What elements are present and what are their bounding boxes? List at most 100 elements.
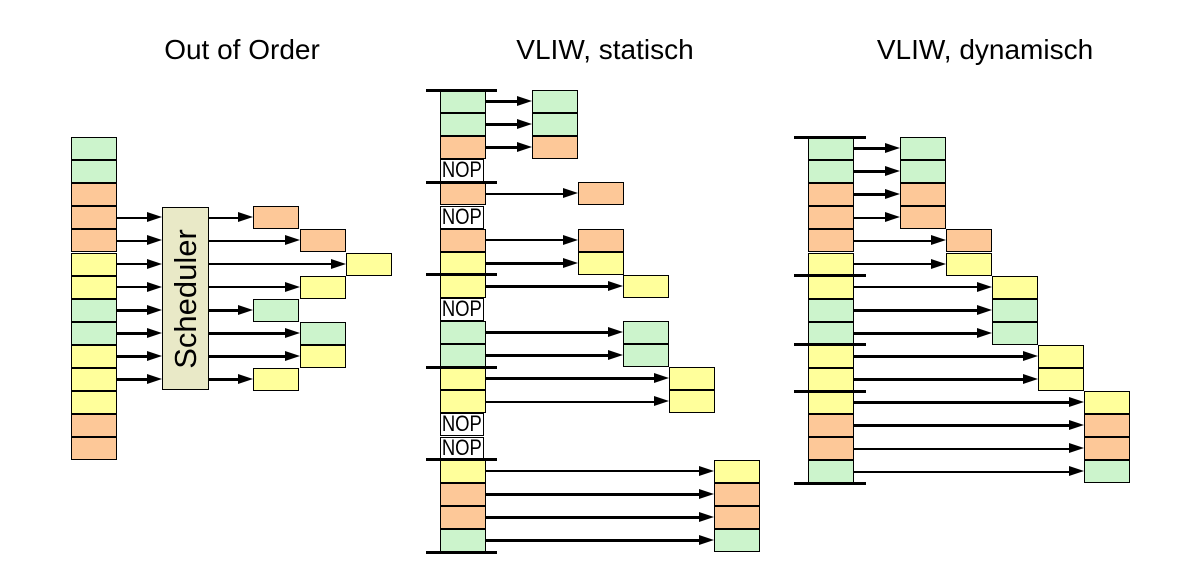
execution-slot-box — [668, 367, 715, 391]
execution-slot-box — [623, 321, 669, 345]
instruction-box-orange — [808, 414, 854, 438]
instruction-box-yellow — [71, 275, 117, 299]
arrowhead-icon — [931, 258, 946, 269]
arrow-shaft — [209, 262, 333, 266]
bundle-separator-line — [794, 482, 866, 485]
arrowhead-icon — [699, 511, 714, 522]
instruction-box-green — [440, 90, 486, 114]
instruction-box-orange — [440, 228, 486, 252]
arrow-shaft — [209, 216, 240, 220]
nop-box: NOP — [440, 297, 484, 321]
instruction-box-orange — [808, 183, 854, 207]
instruction-box-orange — [808, 229, 854, 253]
arrowhead-icon — [977, 327, 992, 338]
arrowhead-icon — [562, 188, 578, 199]
instruction-box-yellow — [440, 367, 486, 391]
nop-box: NOP — [440, 413, 484, 437]
instruction-box-green — [808, 321, 854, 345]
arrow-shaft — [486, 123, 519, 126]
arrow-shaft — [486, 146, 519, 150]
panel-title-vliw-dynamic: VLIW, dynamisch — [876, 34, 1094, 65]
nop-label: NOP — [441, 413, 482, 437]
execution-slot-box — [1038, 368, 1084, 392]
arrow-shaft — [209, 308, 240, 312]
arrow-shaft — [117, 308, 149, 312]
dispatch-arrow — [117, 350, 162, 362]
arrowhead-icon — [1023, 374, 1038, 385]
arrowhead-icon — [147, 212, 162, 223]
instruction-box-green — [440, 344, 486, 368]
panel-title-out-of-order: Out of Order — [164, 34, 320, 65]
arrow-shaft — [486, 492, 701, 496]
arrow-shaft — [486, 354, 610, 357]
nop-label: NOP — [441, 159, 482, 183]
arrow-shaft — [854, 355, 1025, 358]
dispatch-arrow — [117, 281, 162, 293]
issue-arrow — [486, 350, 623, 361]
issue-arrow — [209, 281, 300, 293]
execution-slot-box — [714, 528, 760, 552]
arrowhead-icon — [284, 235, 300, 246]
instruction-box-yellow — [440, 459, 486, 483]
issue-arrow — [209, 258, 346, 270]
instruction-box-yellow — [808, 368, 854, 392]
arrow-shaft — [117, 239, 149, 243]
bundle-separator-line — [426, 550, 497, 554]
arrow-shaft — [486, 285, 610, 288]
arrowhead-icon — [977, 281, 992, 292]
execution-slot-box — [299, 344, 346, 368]
arrow-shaft — [209, 332, 287, 335]
execution-slot-box — [253, 206, 299, 230]
instruction-box-yellow — [808, 275, 854, 299]
execution-slot-box — [623, 344, 669, 368]
issue-arrow — [209, 350, 300, 362]
instruction-box-orange — [71, 229, 117, 253]
execution-slot-box — [299, 275, 346, 299]
execution-slot-box — [346, 252, 392, 276]
dispatch-arrow — [117, 258, 162, 270]
instruction-box-orange — [440, 136, 486, 160]
arrow-shaft — [486, 331, 610, 334]
issue-arrow — [486, 465, 714, 477]
execution-slot-box — [946, 229, 992, 253]
dispatch-arrow — [117, 235, 162, 246]
execution-slot-box — [623, 274, 669, 298]
scheduler-box: Scheduler — [162, 207, 209, 390]
arrow-shaft — [209, 355, 287, 358]
arrow-shaft — [854, 147, 887, 150]
arrowhead-icon — [517, 119, 532, 130]
execution-slot-box — [992, 298, 1038, 322]
arrow-shaft — [117, 378, 149, 381]
instruction-box-yellow — [71, 344, 117, 368]
nop-box: NOP — [440, 159, 484, 183]
bundle-separator-line — [794, 135, 866, 139]
arrowhead-icon — [238, 212, 253, 223]
arrowhead-icon — [147, 374, 162, 385]
arrow-shaft — [854, 285, 979, 289]
arrow-shaft — [117, 216, 149, 220]
execution-slot-box — [577, 182, 624, 206]
execution-slot-box — [577, 251, 624, 275]
nop-box: NOP — [440, 205, 484, 229]
instruction-box-yellow — [71, 391, 117, 415]
bundle-separator-line — [794, 389, 866, 393]
arrow-shaft — [854, 401, 1071, 404]
execution-slot-box — [253, 298, 299, 322]
arrow-shaft — [117, 285, 149, 289]
issue-arrow — [854, 443, 1084, 454]
instruction-box-orange — [808, 206, 854, 230]
issue-arrow — [854, 374, 1038, 385]
instruction-box-orange — [808, 437, 854, 461]
panel-title-vliw-static: VLIW, statisch — [516, 34, 694, 65]
arrowhead-icon — [931, 235, 946, 246]
execution-slot-box — [900, 206, 946, 230]
instruction-box-orange — [71, 414, 117, 438]
arrow-shaft — [486, 261, 565, 265]
bundle-separator-line — [794, 274, 866, 278]
execution-slot-box — [900, 137, 946, 161]
arrow-shaft — [854, 193, 887, 197]
arrow-shaft — [486, 377, 656, 381]
arrowhead-icon — [284, 350, 300, 361]
bundle-separator-line — [426, 273, 497, 277]
